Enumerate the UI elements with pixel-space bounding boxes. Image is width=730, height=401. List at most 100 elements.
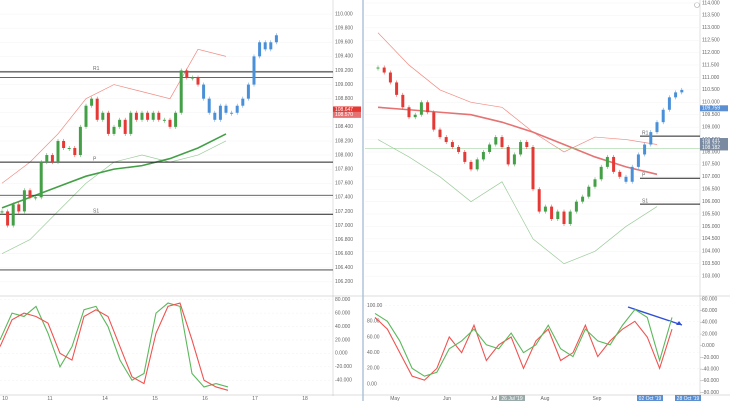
y-tick-label: 103.000 <box>702 273 720 279</box>
candle-body <box>179 70 183 113</box>
y-tick-label: 113.500 <box>702 13 720 19</box>
osc-y2-tick-label: 60.000 <box>702 308 718 314</box>
candle-body <box>78 126 82 156</box>
candle-body <box>612 156 616 172</box>
price-tag-label: 109.759 <box>702 106 720 112</box>
y-tick-label: 111.500 <box>702 62 720 68</box>
candle-body <box>605 156 609 167</box>
y-tick-label: 107.400 <box>335 195 353 201</box>
candle-body <box>562 211 566 224</box>
candle-body <box>218 105 222 120</box>
y-tick-label: 104.000 <box>702 249 720 255</box>
upper-line <box>1 48 227 184</box>
candle-body <box>174 112 178 127</box>
candle-body <box>157 112 161 120</box>
candle-body <box>202 84 206 99</box>
y-tick-label: 106.200 <box>335 279 353 285</box>
x-tick-label: Jul <box>491 396 497 401</box>
candle-body <box>56 140 60 163</box>
candle-body <box>263 42 267 50</box>
candle-body <box>419 102 423 115</box>
y-tick-label: 112.000 <box>702 50 720 56</box>
osc-tick-label: 40.000 <box>335 324 351 330</box>
osc-tick-label: 40.00 <box>367 350 380 356</box>
y-tick-label: 109.200 <box>335 68 353 74</box>
candle-body <box>106 112 110 134</box>
y-tick-label: 108.000 <box>702 149 720 155</box>
candle-body <box>481 151 485 160</box>
y-tick-label: 106.600 <box>335 251 353 257</box>
candle-body <box>6 211 10 226</box>
date-box <box>675 395 701 401</box>
candle-body <box>426 102 430 113</box>
pivot-label: R1 <box>642 130 649 136</box>
candle-body <box>450 142 454 148</box>
y-tick-label: 110.000 <box>335 11 353 17</box>
candle-body <box>599 166 603 180</box>
candle-body <box>512 154 516 165</box>
y-tick-label: 110.500 <box>702 87 720 93</box>
candle-body <box>241 98 245 106</box>
y-tick-label: 107.600 <box>335 181 353 187</box>
candle-body <box>28 190 32 198</box>
price-tag-label: 108.570 <box>335 112 353 118</box>
candle-body <box>129 112 133 134</box>
price-tag <box>700 105 728 112</box>
osc-y2-tick-label: -80.000 <box>702 390 719 396</box>
candle-body <box>680 89 684 93</box>
osc-tick-label: 0.000 <box>335 351 348 357</box>
candle-body <box>556 211 560 220</box>
candle-body <box>45 155 49 163</box>
oscillator-line <box>0 302 229 388</box>
candle-body <box>593 179 597 187</box>
pivot-label: P <box>642 173 646 179</box>
ma-line <box>1 133 227 209</box>
y-tick-label: 109.500 <box>702 112 720 118</box>
osc-tick-label: -40.000 <box>335 378 352 384</box>
candle-body <box>39 162 43 198</box>
y-tick-label: 106.000 <box>702 199 720 205</box>
y-tick-label: 108.400 <box>335 124 353 130</box>
candle-body <box>196 77 200 85</box>
lower-line <box>377 139 658 265</box>
price-tag <box>700 144 728 151</box>
y-tick-label: 109.400 <box>335 54 353 60</box>
y-tick-label: 105.000 <box>702 224 720 230</box>
candle-body <box>140 112 144 120</box>
arrow-head <box>676 321 682 325</box>
candle-body <box>190 77 194 79</box>
candle-body <box>62 140 66 148</box>
y-tick-label: 108.200 <box>335 138 353 144</box>
candle-body <box>457 147 461 152</box>
pivot-label: S1 <box>93 209 99 215</box>
price-tag-label: 108.647 <box>335 107 353 113</box>
price-tag <box>333 111 361 118</box>
candle-body <box>382 67 386 73</box>
candle-body <box>649 132 653 145</box>
date-box <box>499 395 525 401</box>
osc-tick-label: 60.00 <box>367 334 380 340</box>
candle-body <box>401 94 405 108</box>
candle-body <box>550 206 554 220</box>
candle-body <box>500 137 504 148</box>
price-tag <box>700 140 728 147</box>
candle-body <box>376 67 380 69</box>
candle-body <box>395 82 399 95</box>
osc-tick-label: 20.000 <box>335 337 351 343</box>
candle-body <box>574 201 578 212</box>
y-tick-label: 109.000 <box>702 124 720 130</box>
candle-body <box>246 84 250 99</box>
x-tick-label: Jun <box>443 396 451 401</box>
y-tick-label: 105.500 <box>702 211 720 217</box>
candle-body <box>438 129 442 138</box>
oscillator-line <box>0 302 229 391</box>
candle-body <box>475 159 479 170</box>
candle-body <box>17 204 21 212</box>
candle-body <box>537 189 541 212</box>
candle-body <box>432 112 436 130</box>
price-tag <box>333 106 361 113</box>
candle-body <box>543 206 547 212</box>
settings-icon[interactable] <box>694 2 700 8</box>
candle-body <box>667 97 671 110</box>
x-tick-label: 14 <box>102 396 108 401</box>
